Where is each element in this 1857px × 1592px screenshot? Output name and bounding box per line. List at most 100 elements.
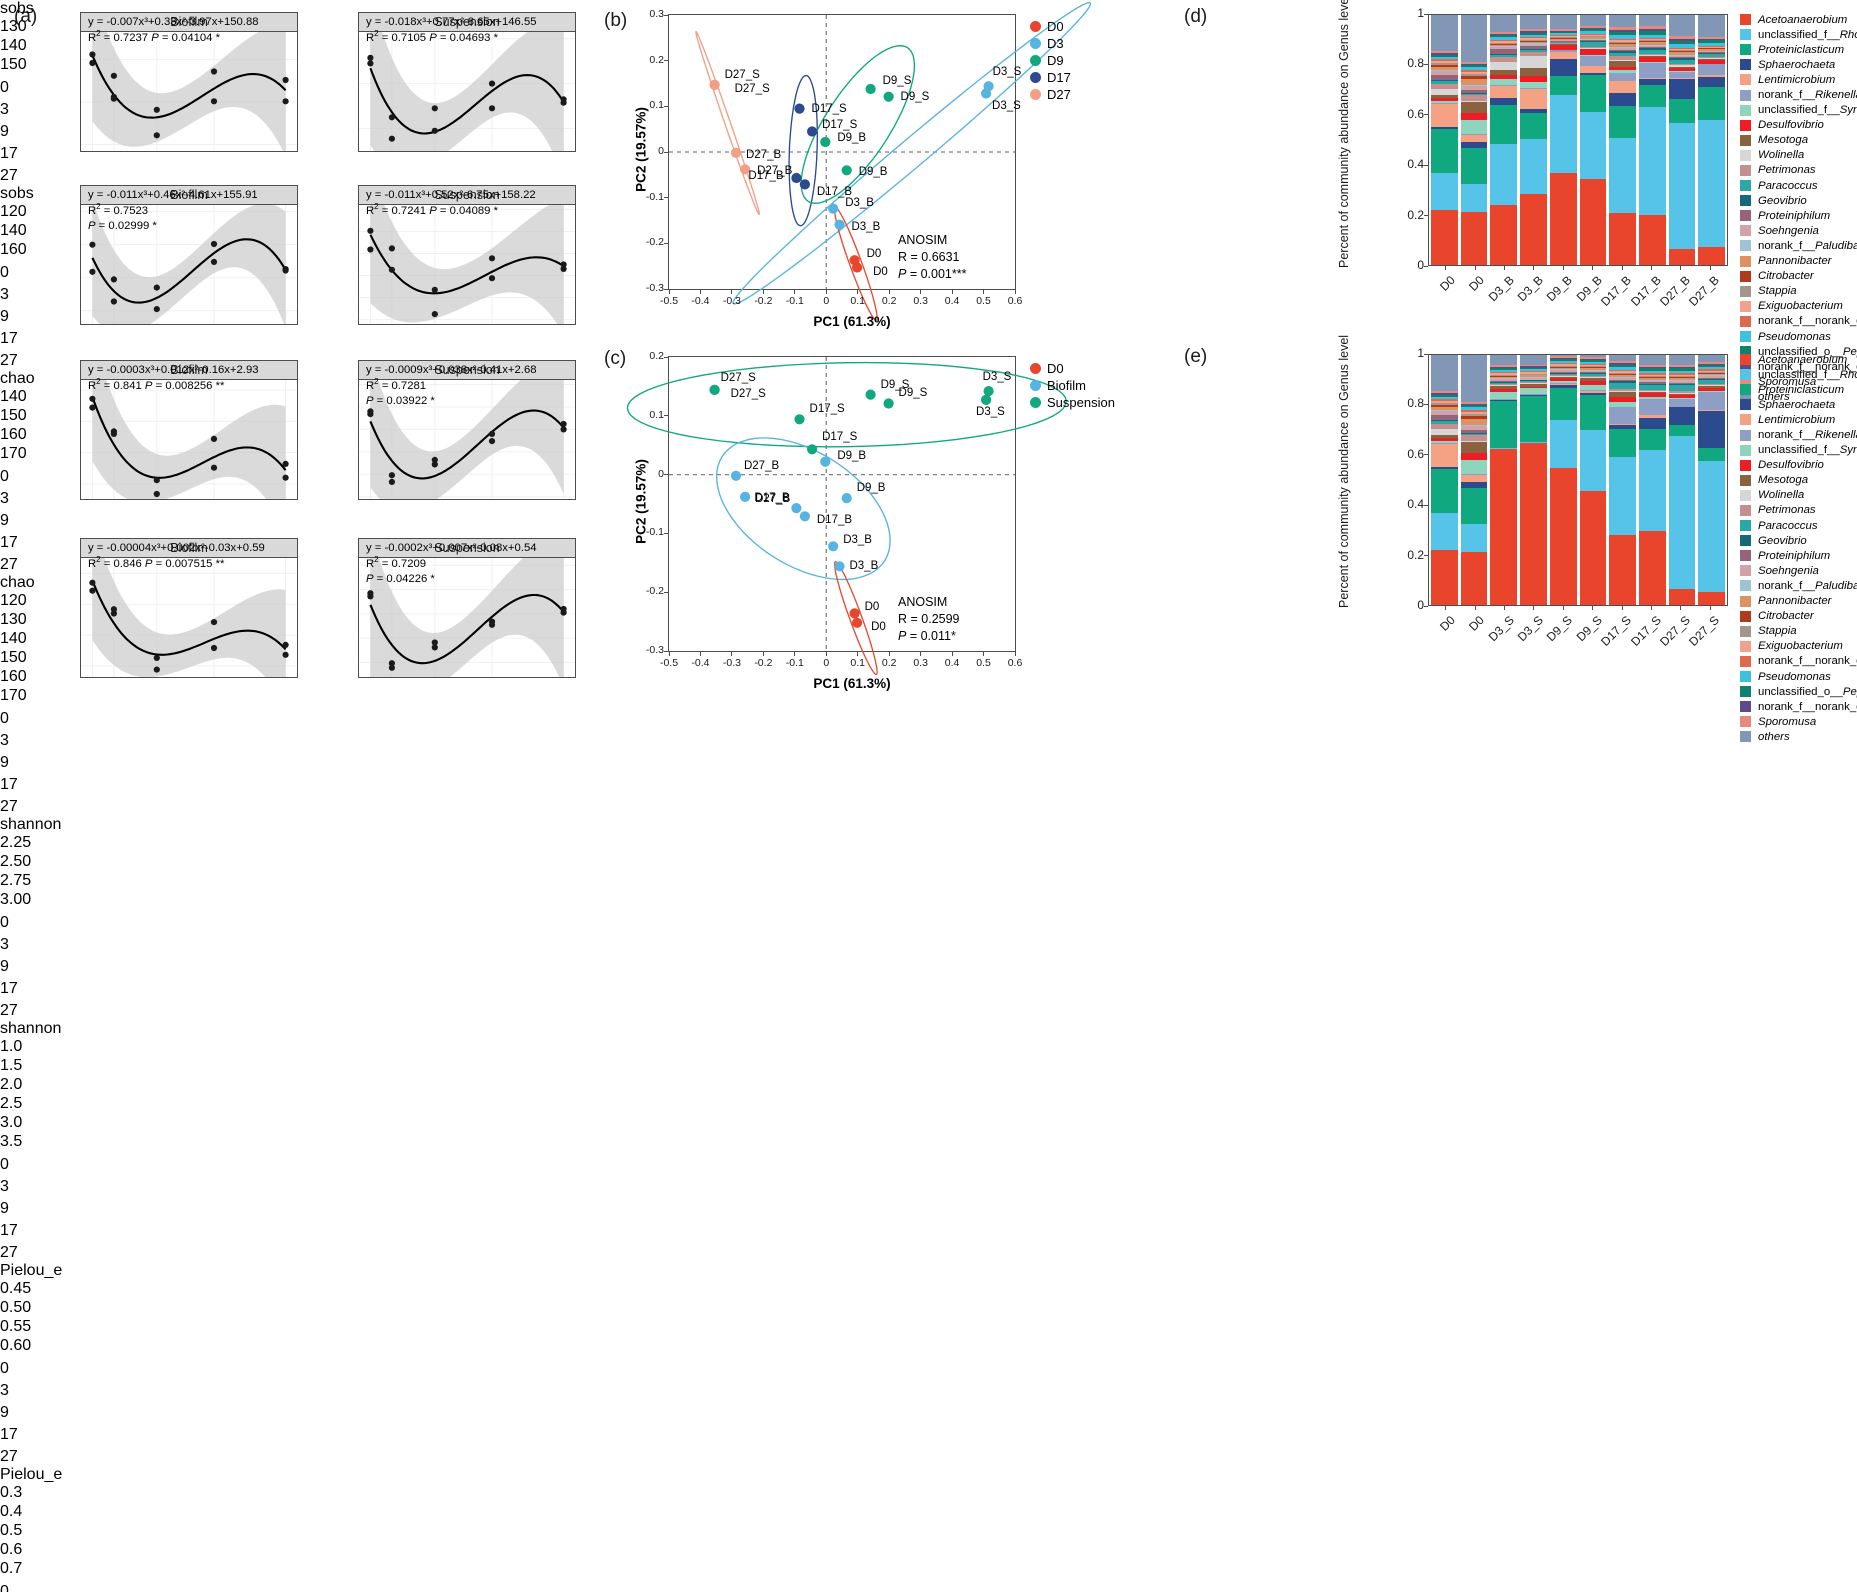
stacked-bar[interactable] (1609, 355, 1636, 605)
legend-item[interactable]: Acetoanaerobium (1740, 12, 1857, 27)
legend-item-suspension[interactable]: Suspension (1030, 394, 1115, 411)
legend-item[interactable]: unclassified_f__Rhodocyclaceae (1740, 367, 1857, 382)
legend-item-d0[interactable]: D0 (1030, 18, 1071, 35)
legend-item[interactable]: Sporomusa (1740, 714, 1857, 729)
legend-item[interactable]: norank_f__Rikenellaceae (1740, 427, 1857, 442)
legend-item[interactable]: norank_f__norank_o__norank_c__BRH-c20a (1740, 314, 1857, 329)
legend-item[interactable]: Soehngenia (1740, 223, 1857, 238)
legend-item[interactable]: Paracoccus (1740, 518, 1857, 533)
legend-item[interactable]: Exiguobacterium (1740, 299, 1857, 314)
stacked-bar[interactable] (1520, 355, 1547, 605)
bar-segment (1609, 407, 1636, 424)
legend-item[interactable]: Mesotoga (1740, 133, 1857, 148)
legend-item-d0[interactable]: D0 (1030, 360, 1115, 377)
legend-item[interactable]: Pannonibacter (1740, 594, 1857, 609)
stacked-bar[interactable] (1698, 15, 1725, 265)
legend-item[interactable]: norank_f__norank_o__Kapabacteriales (1740, 699, 1857, 714)
stacked-bar[interactable] (1490, 15, 1517, 265)
y-tick-mark (664, 197, 668, 198)
legend-item[interactable]: Pseudomonas (1740, 669, 1857, 684)
plot-area (80, 31, 298, 152)
legend-item[interactable]: Petrimonas (1740, 163, 1857, 178)
stacked-bar[interactable] (1698, 355, 1725, 605)
legend-item[interactable]: Geovibrio (1740, 533, 1857, 548)
legend-item[interactable]: Stappia (1740, 284, 1857, 299)
legend-item[interactable]: Proteiniclasticum (1740, 42, 1857, 57)
legend-item-d27[interactable]: D27 (1030, 86, 1071, 103)
legend-color-swatch (1740, 596, 1751, 607)
stacked-bar[interactable] (1490, 355, 1517, 605)
legend-item[interactable]: norank_f__Paludibacteraceae (1740, 238, 1857, 253)
legend-prefix: unclassified_f__ (1758, 444, 1840, 456)
legend-item[interactable]: Stappia (1740, 624, 1857, 639)
legend-item[interactable]: Sphaerochaeta (1740, 397, 1857, 412)
legend-color-swatch (1740, 90, 1751, 101)
x-tick-mark (1015, 652, 1016, 656)
legend-item[interactable]: Lentimicrobium (1740, 72, 1857, 87)
legend-prefix: norank_f__ (1758, 580, 1815, 592)
legend-item[interactable]: Sphaerochaeta (1740, 57, 1857, 72)
legend-item[interactable]: unclassified_f__Synergistaceae (1740, 103, 1857, 118)
legend-item[interactable]: Exiguobacterium (1740, 639, 1857, 654)
legend-item[interactable]: Soehngenia (1740, 563, 1857, 578)
y-tick-label: 140 (0, 630, 38, 648)
y-tick-label: -0.3 (626, 644, 664, 656)
legend-item[interactable]: unclassified_f__Rhodocyclaceae (1740, 27, 1857, 42)
legend-item[interactable]: Petrimonas (1740, 503, 1857, 518)
stacked-bar[interactable] (1431, 15, 1458, 265)
stacked-bar[interactable] (1669, 355, 1696, 605)
y-tick-mark (664, 60, 668, 61)
panel-label-c: (c) (604, 348, 626, 370)
legend-item[interactable]: Wolinella (1740, 148, 1857, 163)
legend-item[interactable]: unclassified_o__Peptostreptococcales-Tis… (1740, 684, 1857, 699)
legend-item[interactable]: norank_f__Rikenellaceae (1740, 87, 1857, 102)
stacked-bar[interactable] (1550, 15, 1577, 265)
x-tick-mark (1710, 266, 1711, 270)
stacked-bar[interactable] (1639, 355, 1666, 605)
legend-color-swatch (1740, 120, 1751, 131)
legend-item[interactable]: Mesotoga (1740, 473, 1857, 488)
legend-item[interactable]: Paracoccus (1740, 178, 1857, 193)
stacked-bar[interactable] (1550, 355, 1577, 605)
legend-item[interactable]: Citrobacter (1740, 609, 1857, 624)
stacked-bar[interactable] (1520, 15, 1547, 265)
x-tick-mark (889, 652, 890, 656)
legend-color-dot (1030, 38, 1041, 49)
legend-item-d3[interactable]: D3 (1030, 35, 1071, 52)
legend-item[interactable]: others (1740, 729, 1857, 744)
bar-segment (1461, 184, 1488, 212)
legend-item-biofilm[interactable]: Biofilm (1030, 377, 1115, 394)
stacked-bar[interactable] (1580, 355, 1607, 605)
legend-item[interactable]: Desulfovibrio (1740, 458, 1857, 473)
stacked-bar[interactable] (1431, 355, 1458, 605)
legend-item[interactable]: Lentimicrobium (1740, 412, 1857, 427)
legend-item[interactable]: Proteiniphilum (1740, 208, 1857, 223)
legend-item-d9[interactable]: D9 (1030, 52, 1071, 69)
legend-item[interactable]: Pannonibacter (1740, 254, 1857, 269)
y-tick-label: 0.60 (0, 1337, 38, 1355)
legend-taxon: Peptostreptococcales-Tissierellales (1843, 686, 1857, 698)
x-tick-mark (700, 652, 701, 656)
pca-point-label: D3_B (849, 560, 878, 572)
legend-item[interactable]: Proteiniphilum (1740, 548, 1857, 563)
stacked-bar[interactable] (1639, 15, 1666, 265)
stacked-bar[interactable] (1580, 15, 1607, 265)
y-tick-mark (1424, 64, 1428, 65)
legend-item-d17[interactable]: D17 (1030, 69, 1071, 86)
stacked-bar[interactable] (1461, 15, 1488, 265)
stacked-bar[interactable] (1609, 15, 1636, 265)
legend-item[interactable]: norank_f__Paludibacteraceae (1740, 578, 1857, 593)
stacked-bar[interactable] (1461, 355, 1488, 605)
legend-item[interactable]: Citrobacter (1740, 269, 1857, 284)
legend-item[interactable]: norank_f__norank_o__norank_c__BRH-c20a (1740, 654, 1857, 669)
legend-item[interactable]: Desulfovibrio (1740, 118, 1857, 133)
legend-item[interactable]: Acetoanaerobium (1740, 352, 1857, 367)
stacked-bar[interactable] (1669, 15, 1696, 265)
legend-item[interactable]: unclassified_f__Synergistaceae (1740, 443, 1857, 458)
legend-item[interactable]: Wolinella (1740, 488, 1857, 503)
legend-item[interactable]: Geovibrio (1740, 193, 1857, 208)
legend-item[interactable]: Proteiniclasticum (1740, 382, 1857, 397)
x-tick-label: 27 (0, 798, 36, 816)
